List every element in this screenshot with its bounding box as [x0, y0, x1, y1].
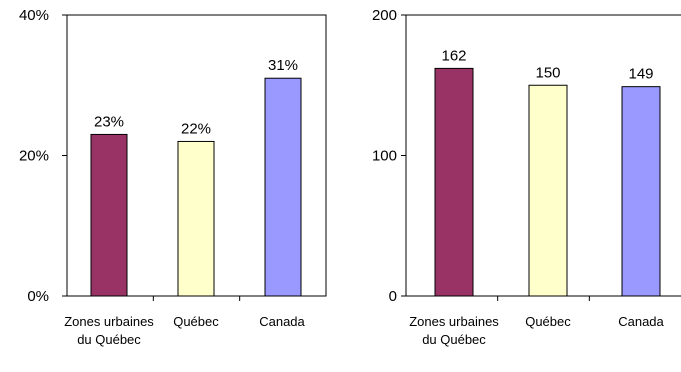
y-tick-label: 100 [372, 148, 397, 165]
bar [264, 77, 302, 297]
y-tick-label: 20% [19, 148, 49, 165]
x-label-quebec-right: Québec [500, 313, 596, 331]
y-tick-label: 0% [27, 288, 49, 305]
x-label-zones-urbaines-right: Zones urbaines du Québec [406, 313, 502, 349]
bar [177, 140, 215, 297]
x-label-text: Canada [618, 314, 664, 329]
bar [90, 133, 128, 297]
data-label: 22% [181, 120, 211, 137]
bar [621, 86, 661, 297]
y-tick-label: 0 [389, 288, 397, 305]
y-tick-label: 40% [19, 7, 49, 24]
x-label-quebec-left: Québec [148, 313, 244, 331]
data-label: 149 [628, 66, 653, 83]
chart-right: 0 100 200 162 150 149 [372, 7, 681, 305]
y-tick-label: 200 [372, 7, 397, 24]
x-label-canada-left: Canada [234, 313, 330, 331]
x-label-text: Canada [259, 314, 305, 329]
data-label: 23% [94, 113, 124, 130]
data-label: 150 [535, 64, 560, 81]
x-label-canada-right: Canada [593, 313, 681, 331]
x-label-zones-urbaines-left: Zones urbaines du Québec [61, 313, 157, 349]
data-label: 162 [441, 47, 466, 64]
chart-left: 0% 20% 40% 23% 22% 31% [19, 7, 327, 305]
data-label: 31% [268, 57, 298, 74]
x-label-text: Québec [173, 314, 219, 329]
x-label-text: Québec [525, 314, 571, 329]
x-label-text: Zones urbaines du Québec [409, 314, 499, 347]
bar [528, 84, 568, 297]
x-label-text: Zones urbaines du Québec [64, 314, 154, 347]
bar [434, 67, 474, 297]
